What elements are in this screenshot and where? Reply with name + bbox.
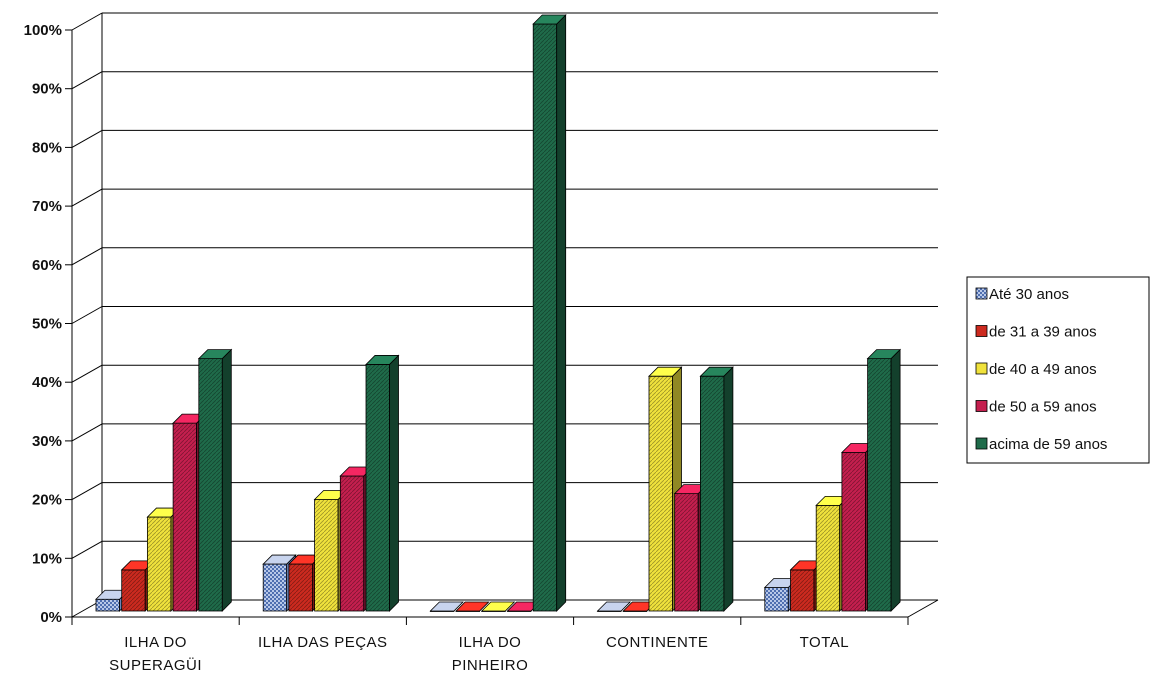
y-tick-label: 40% bbox=[32, 374, 62, 391]
x-category-label: TOTAL bbox=[800, 634, 849, 651]
gridline-diagonal bbox=[71, 12, 103, 31]
legend-box bbox=[966, 276, 1150, 464]
y-tick-label: 0% bbox=[40, 609, 62, 626]
bar-5-cat-4 bbox=[699, 366, 734, 612]
legend-item: acima de 59 anos bbox=[975, 436, 1107, 453]
x-category-label: CONTINENTE bbox=[606, 634, 709, 651]
legend-item: Até 30 anos bbox=[975, 286, 1069, 303]
bar-3-cat-3 bbox=[480, 601, 516, 612]
gridline-diagonal bbox=[71, 482, 103, 501]
legend-swatch bbox=[975, 362, 988, 375]
legend-label: acima de 59 anos bbox=[989, 436, 1107, 453]
gridline-diagonal bbox=[71, 247, 103, 266]
legend-swatch bbox=[975, 287, 988, 300]
y-tick-label: 20% bbox=[32, 492, 62, 509]
x-category-label: ILHA DAS PEÇAS bbox=[258, 634, 388, 651]
x-category-label: ILHA DO bbox=[124, 634, 187, 651]
y-tick-label: 60% bbox=[32, 257, 62, 274]
legend: Até 30 anos de 31 a 39 anos de 40 a 49 ano… bbox=[966, 276, 1150, 464]
legend-swatch bbox=[975, 400, 988, 412]
x-category-label: ILHA DO bbox=[459, 634, 522, 651]
bar-5-cat-5 bbox=[866, 348, 902, 612]
bars-layer bbox=[95, 14, 902, 612]
x-axis-labels: ILHA DO SUPERAGÜI ILHA DAS PEÇAS ILHA DO PIN… bbox=[109, 634, 849, 674]
legend-item: de 31 a 39 anos bbox=[975, 324, 1097, 341]
bar-2-cat-5 bbox=[789, 559, 824, 612]
legend-swatch bbox=[975, 437, 988, 450]
bar-1-cat-4 bbox=[596, 601, 632, 612]
legend-label: Até 30 anos bbox=[989, 286, 1069, 303]
legend-item: de 50 a 59 anos bbox=[975, 399, 1097, 416]
y-tick-label: 70% bbox=[32, 198, 62, 215]
bar-5-cat-1 bbox=[197, 348, 233, 612]
gridline-diagonal bbox=[71, 71, 103, 90]
y-axis-labels: 0% 10% 20% 30% 40% 50% 60% 70% 80% 90% 100% bbox=[24, 22, 62, 626]
floor-right-edge bbox=[907, 599, 939, 618]
y-tick-label: 50% bbox=[32, 316, 62, 333]
y-tick-label: 90% bbox=[32, 81, 62, 98]
bar-5-cat-3 bbox=[532, 14, 567, 612]
y-tick-label: 30% bbox=[32, 433, 62, 450]
gridline-diagonal bbox=[71, 364, 103, 383]
x-category-label: PINHEIRO bbox=[452, 657, 529, 674]
gridline-diagonal bbox=[71, 129, 103, 148]
legend-item: de 40 a 49 anos bbox=[975, 361, 1097, 378]
bar-5-cat-2 bbox=[365, 354, 400, 612]
x-category-label: SUPERAGÜI bbox=[109, 656, 202, 674]
gridline-diagonal bbox=[71, 188, 103, 207]
legend-label: de 40 a 49 anos bbox=[989, 361, 1097, 378]
legend-label: de 50 a 59 anos bbox=[989, 399, 1097, 416]
y-tick-label: 100% bbox=[24, 22, 62, 39]
y-tick-label: 80% bbox=[32, 139, 62, 156]
y-tick-label: 10% bbox=[32, 550, 62, 567]
bar-1-cat-3 bbox=[429, 601, 464, 612]
gridline-diagonal bbox=[71, 306, 103, 324]
bar-2-cat-3 bbox=[455, 601, 490, 612]
gridline-diagonal bbox=[71, 423, 103, 442]
grid-layer bbox=[65, 12, 939, 625]
legend-label: de 31 a 39 anos bbox=[989, 324, 1097, 341]
gridline-diagonal bbox=[71, 540, 103, 559]
legend-swatch bbox=[975, 325, 988, 337]
